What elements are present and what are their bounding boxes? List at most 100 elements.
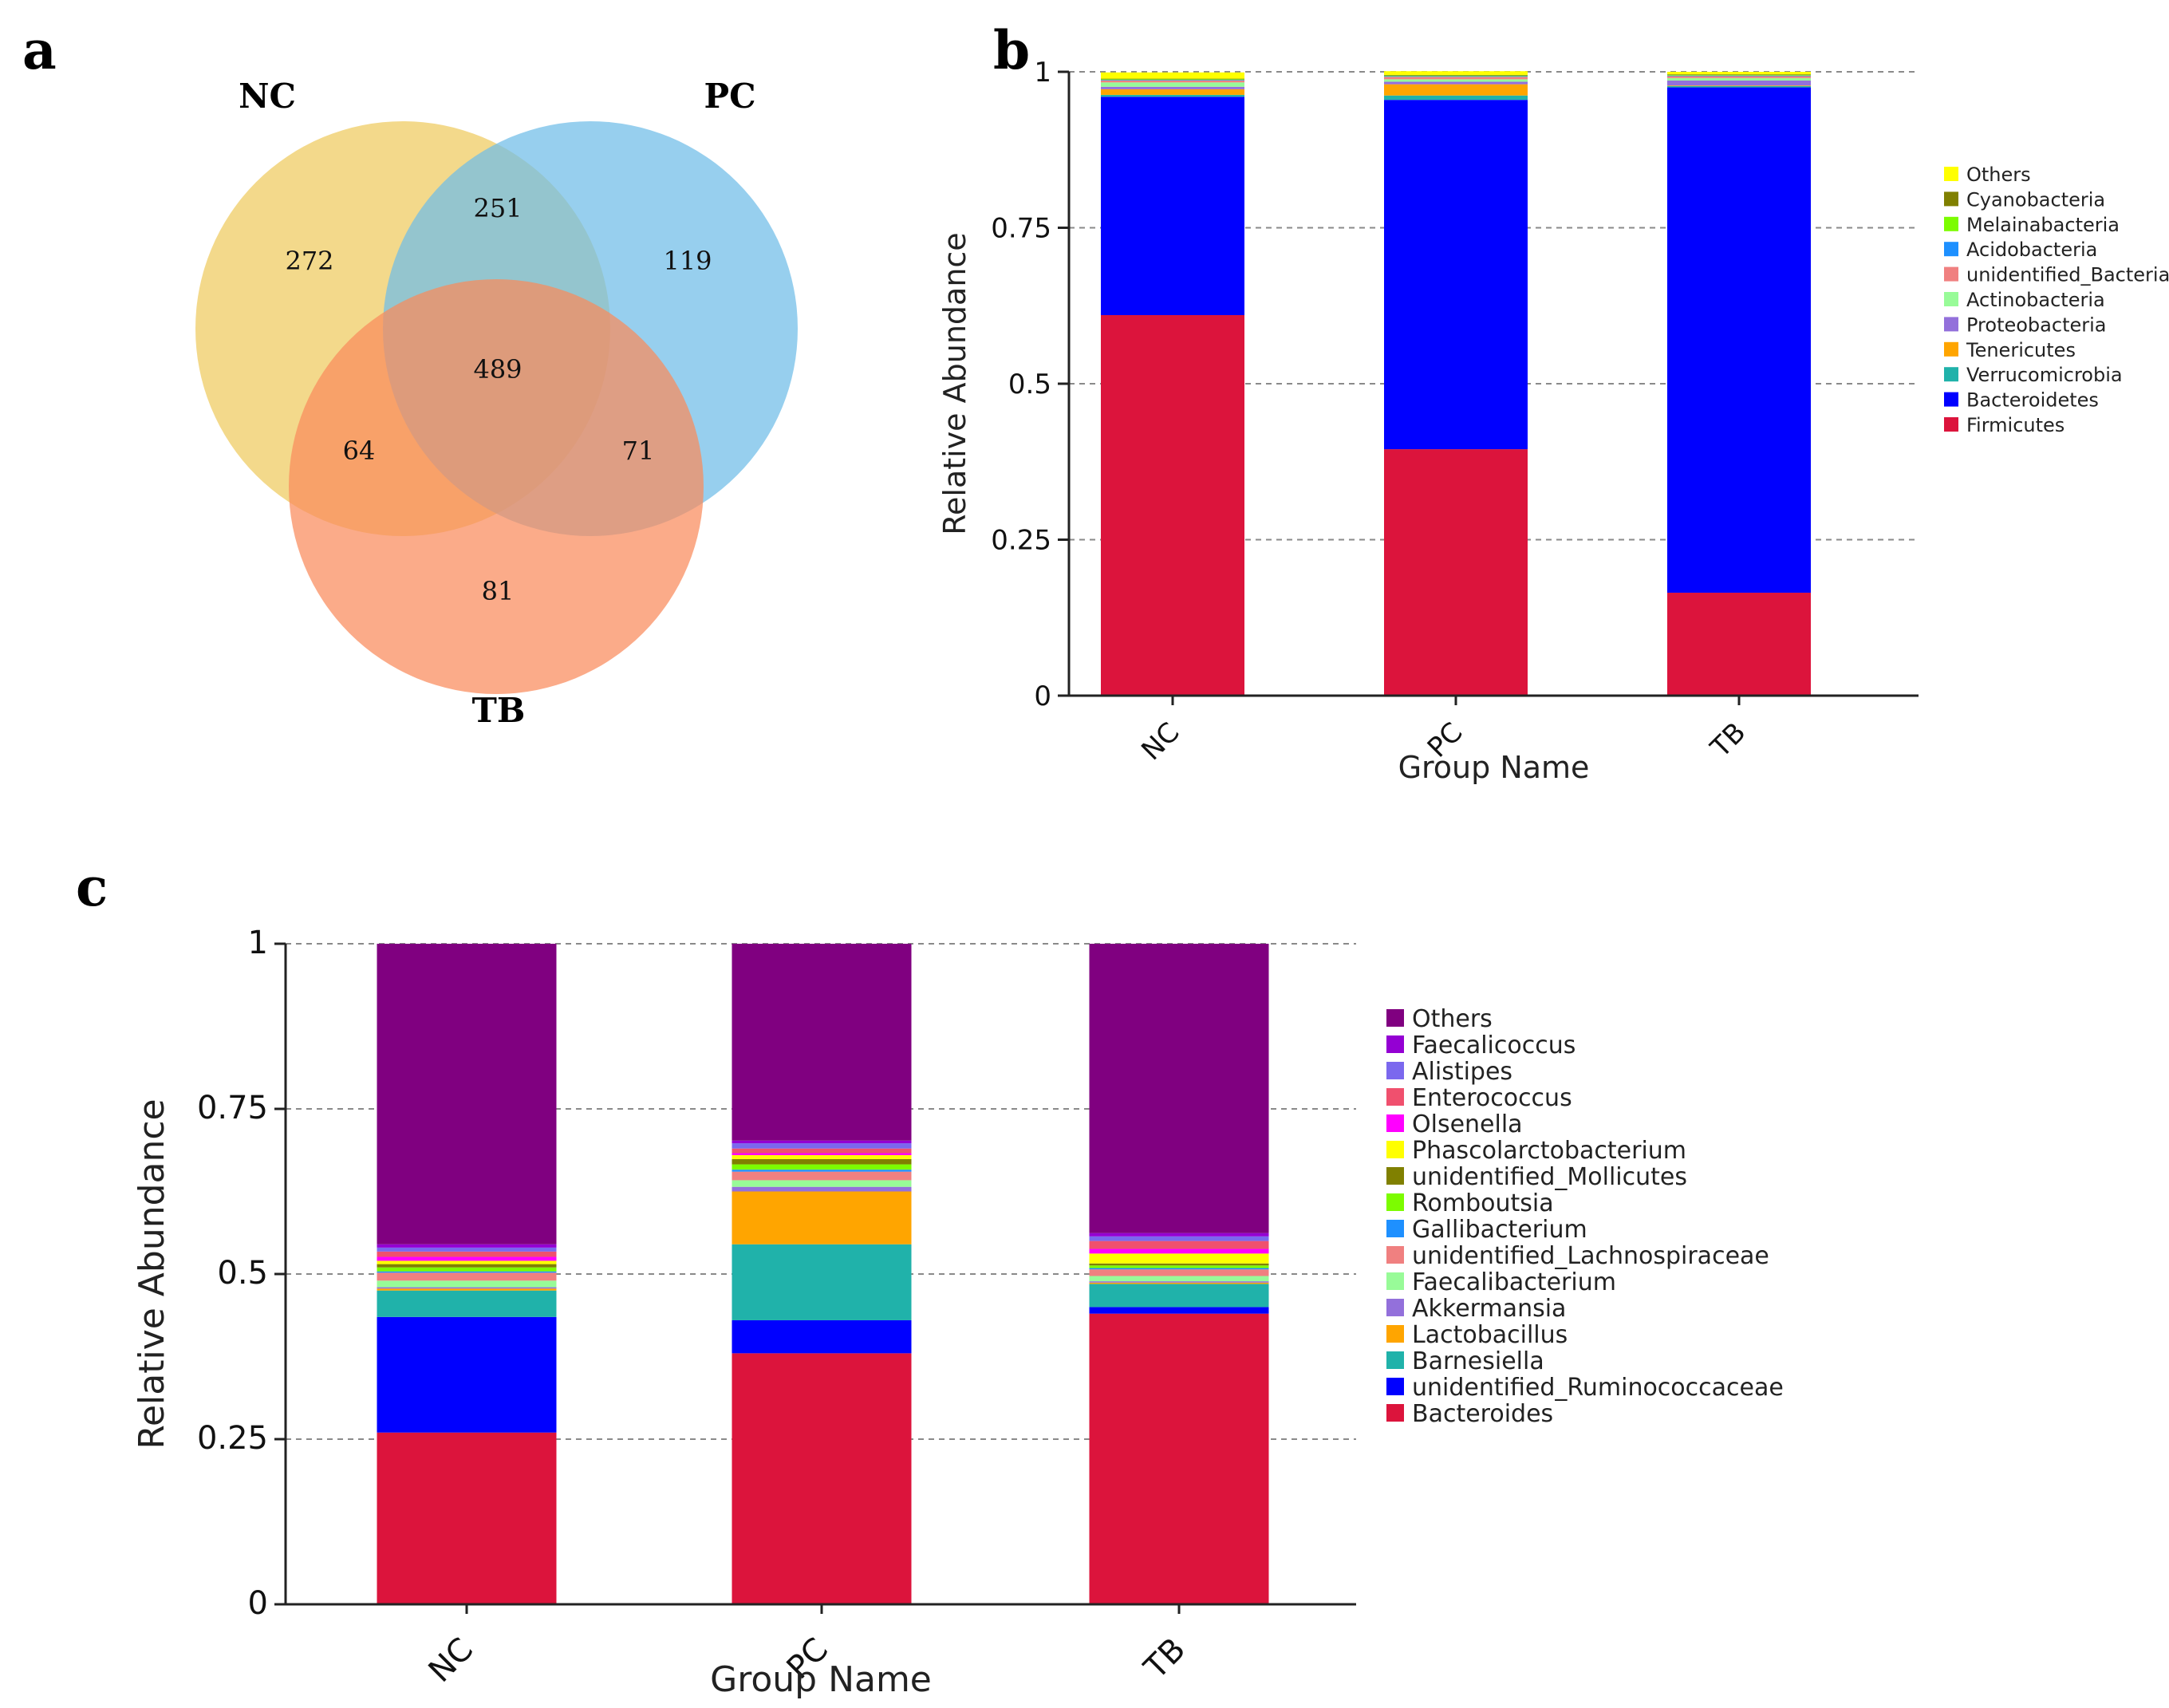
chart-c-legend-item-unidentified-lachnospiraceae: unidentified_Lachnospiraceae (1386, 1242, 1769, 1270)
chart-b-bar-nc-tenericutes (1101, 89, 1244, 95)
chart-b-legend-item-proteobacteria: Proteobacteria (1944, 314, 2107, 336)
chart-c-legend-swatch (1386, 1088, 1404, 1106)
chart-b-legend-label: Verrucomicrobia (1966, 364, 2123, 386)
chart-b-legend-swatch (1944, 266, 1958, 282)
panel-label-b: b (993, 19, 1030, 81)
chart-b-legend-swatch (1944, 216, 1958, 231)
chart-b-legend-label: Firmicutes (1966, 414, 2064, 436)
venn-label-tb: TB (472, 691, 526, 730)
chart-b-ytick-label: 0.5 (1008, 369, 1051, 400)
chart-c-bar-tb-unidentified-mollicutes (1089, 1263, 1269, 1266)
chart-c-legend-label: Bacteroides (1412, 1400, 1553, 1428)
chart-c-legend-swatch (1386, 1062, 1404, 1079)
chart-b-bar-pc-melainabacteria (1384, 75, 1528, 77)
chart-c-legend-label: Akkermansia (1412, 1295, 1566, 1323)
chart-b-legend-item-tenericutes: Tenericutes (1944, 339, 2076, 361)
chart-c-legend-swatch (1386, 1404, 1404, 1422)
chart-c-legend-label: Faecalibacterium (1412, 1268, 1616, 1296)
chart-b-legend-swatch (1944, 292, 1958, 306)
chart-b-legend-label: Proteobacteria (1966, 314, 2107, 336)
chart-b-bar-tb-acidobacteria (1667, 75, 1811, 77)
chart-c-legend-item-akkermansia: Akkermansia (1386, 1295, 1566, 1323)
chart-c-bar-nc-enterococcus (377, 1251, 557, 1257)
chart-c-bar-pc-olsenella (732, 1153, 912, 1155)
chart-c-legend-item-olsenella: Olsenella (1386, 1110, 1523, 1138)
chart-c-legend-label: unidentified_Lachnospiraceae (1412, 1242, 1769, 1270)
chart-b-legend-swatch (1944, 242, 1958, 257)
chart-c-legend-item-gallibacterium: Gallibacterium (1386, 1216, 1587, 1244)
chart-c-bar-tb-olsenella (1089, 1248, 1269, 1254)
chart-b-xtick-label-nc: NC (1135, 716, 1185, 767)
chart-b-bar-nc-proteobacteria (1101, 86, 1244, 89)
chart-c-bar-pc-alistipes (732, 1143, 912, 1149)
chart-c-legend-item-bacteroides: Bacteroides (1386, 1400, 1553, 1428)
chart-c-bar-nc-bacteroides (377, 1432, 557, 1604)
chart-c-ytick-label: 0.75 (197, 1090, 268, 1126)
chart-c-legend-swatch (1386, 1325, 1404, 1343)
chart-c-bar-tb-akkermansia (1089, 1281, 1269, 1283)
chart-c-ytick-label: 0 (248, 1585, 268, 1622)
chart-c-bar-tb-alistipes (1089, 1236, 1269, 1241)
chart-c-bar-pc-gallibacterium (732, 1170, 912, 1172)
chart-c-bar-tb-others (1089, 944, 1269, 1233)
chart-b-bar-nc-unidentified-bacteria (1101, 80, 1244, 83)
chart-c-ylabel: Relative Abundance (132, 1099, 172, 1449)
chart-b-legend-label: Melainabacteria (1966, 214, 2120, 236)
chart-b-bar-tb-unidentified-bacteria (1667, 76, 1811, 78)
chart-b-legend-item-unidentified-bacteria: unidentified_Bacteria (1944, 264, 2169, 286)
chart-c-bar-nc-faecalicoccus (377, 1244, 557, 1248)
chart-b-legend-item-firmicutes: Firmicutes (1944, 414, 2064, 436)
chart-b-bar-pc-bacteroidetes (1384, 100, 1528, 450)
chart-b-bar-tb-proteobacteria (1667, 80, 1811, 86)
chart-b-bar-pc-unidentified-bacteria (1384, 77, 1528, 80)
chart-c-bar-pc-akkermansia (732, 1186, 912, 1192)
chart-c-bar-pc-bacteroides (732, 1353, 912, 1604)
chart-c-bar-tb-faecalibacterium (1089, 1276, 1269, 1282)
chart-c-legend-label: Faecalicoccus (1412, 1032, 1575, 1059)
chart-b-bar-nc-melainabacteria (1101, 79, 1244, 81)
chart-c-legend-label: unidentified_Mollicutes (1412, 1163, 1687, 1191)
panel-label-a: a (22, 19, 57, 81)
chart-c-legend-item-unidentified-ruminococcaceae: unidentified_Ruminococcaceae (1386, 1374, 1784, 1402)
chart-c-legend-swatch (1386, 1035, 1404, 1053)
chart-b-ytick-label: 0.25 (991, 525, 1051, 557)
chart-c-bar-nc-unidentified-ruminococcaceae (377, 1316, 557, 1433)
chart-c-bar-tb-enterococcus (1089, 1241, 1269, 1249)
chart-c-bar-pc-lactobacillus (732, 1191, 912, 1245)
chart-c-legend-label: Others (1412, 1005, 1493, 1033)
chart-b-bar-pc-acidobacteria (1384, 76, 1528, 77)
chart-c-bar-pc-faecalibacterium (732, 1180, 912, 1187)
chart-b-legend-label: Acidobacteria (1966, 239, 2097, 261)
chart-c-bar-nc-faecalibacterium (377, 1280, 557, 1288)
chart-b-bar-pc-actinobacteria (1384, 79, 1528, 82)
chart-c-legend-swatch (1386, 1299, 1404, 1316)
chart-b-bar-pc-others (1384, 71, 1528, 75)
chart-c-bar-nc-alistipes (377, 1247, 557, 1252)
chart-b-legend-label: Cyanobacteria (1966, 188, 2105, 211)
chart-c-bar-nc-phascolarctobacterium (377, 1260, 557, 1264)
chart-b-ylabel: Relative Abundance (937, 232, 972, 534)
chart-b-legend-item-acidobacteria: Acidobacteria (1944, 239, 2097, 261)
chart-c-legend-label: Gallibacterium (1412, 1216, 1587, 1244)
chart-c-xtick-label-tb: TB (1137, 1631, 1193, 1687)
chart-c-bar-tb-gallibacterium (1089, 1268, 1269, 1270)
chart-b-bar-tb-bacteroidetes (1667, 87, 1811, 593)
chart-b-ytick-label: 1 (1034, 57, 1051, 89)
chart-c-bar-nc-others (377, 944, 557, 1245)
chart-c-xtick-label-nc: NC (422, 1631, 480, 1690)
chart-c-bar-tb-romboutsia (1089, 1265, 1269, 1268)
chart-b-legend-swatch (1944, 367, 1958, 382)
chart-b-ytick-label: 0 (1034, 680, 1051, 712)
chart-b-legend-swatch (1944, 392, 1958, 407)
chart-c-legend-item-enterococcus: Enterococcus (1386, 1084, 1572, 1112)
chart-b-legend-swatch (1944, 191, 1958, 207)
chart-b-bar-tb-actinobacteria (1667, 77, 1811, 81)
chart-b-bar-pc-firmicutes (1384, 449, 1528, 696)
chart-b-bar-pc-tenericutes (1384, 84, 1528, 96)
chart-c-bar-nc-unidentified-mollicutes (377, 1264, 557, 1268)
chart-b-legend-label: Actinobacteria (1966, 289, 2105, 311)
chart-b-bar-nc-cyanobacteria (1101, 78, 1244, 80)
venn-count-all: 489 (473, 354, 522, 385)
